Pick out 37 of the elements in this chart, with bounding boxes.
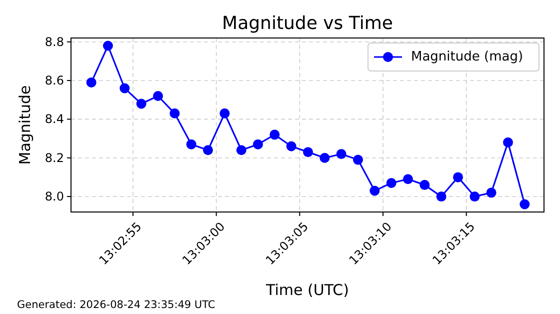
point: [503, 137, 513, 148]
y-tick-label: 8.0: [44, 190, 64, 204]
point: [270, 130, 280, 140]
text: Generated: 2026-08-24 23:35:49 UTC: [17, 299, 216, 311]
point: [420, 180, 430, 190]
point: [520, 199, 530, 210]
point: [352, 154, 363, 165]
y-tick-label: 8.8: [44, 34, 64, 49]
point: [136, 98, 146, 109]
point: [86, 77, 96, 88]
chart-title: Magnitude vs Time: [222, 13, 393, 34]
point: [202, 145, 213, 156]
point: [436, 192, 446, 202]
point: [236, 145, 246, 156]
point: [170, 108, 180, 118]
point: [453, 172, 464, 182]
point: [102, 40, 113, 51]
point: [470, 192, 480, 202]
point: [286, 141, 296, 152]
point: [402, 174, 413, 184]
y-axis-title: Magnitude: [16, 85, 34, 165]
point: [186, 139, 196, 150]
point: [120, 83, 130, 94]
y-tick-label: 8.2: [44, 150, 64, 165]
point: [252, 139, 263, 150]
point: [320, 152, 330, 163]
y-tick-label: 8.4: [44, 112, 64, 126]
point: [303, 147, 314, 158]
point: [153, 91, 164, 101]
point: [486, 188, 496, 198]
point: [370, 186, 380, 196]
y-tick-label: 8.6: [44, 74, 64, 88]
legend-label: Magnitude (mag): [411, 50, 524, 64]
point: [336, 149, 346, 159]
point: [386, 178, 396, 188]
x-axis-title: Time (UTC): [265, 281, 349, 299]
point: [220, 108, 230, 118]
